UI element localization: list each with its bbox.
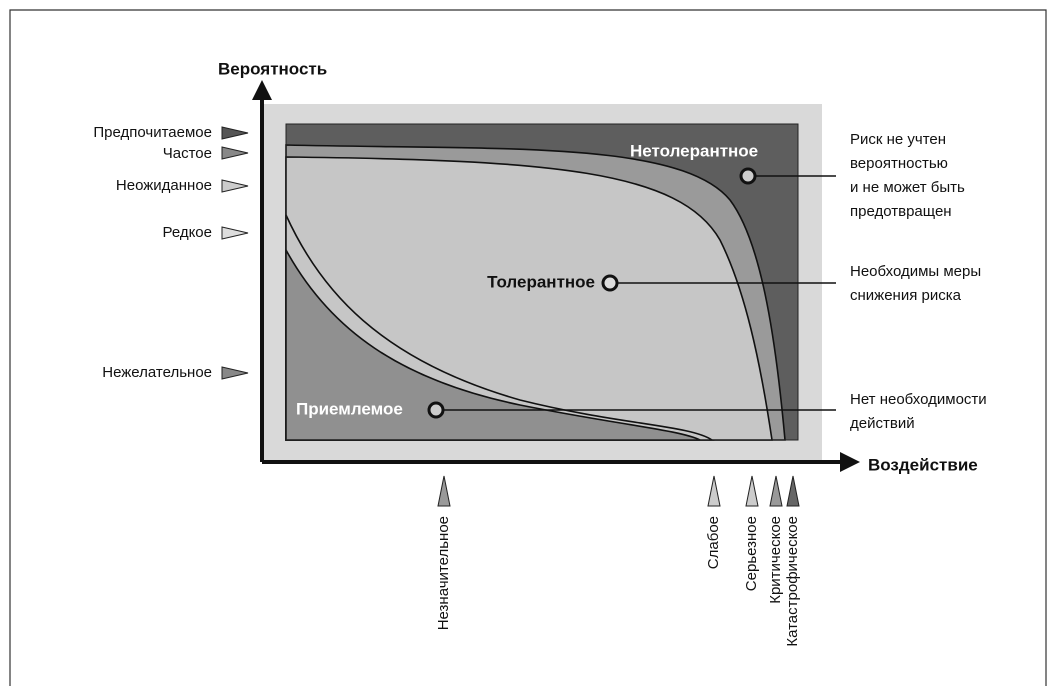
impact-label: Катастрофическое bbox=[784, 516, 801, 647]
impact-label: Серьезное bbox=[743, 516, 760, 591]
level-marker bbox=[745, 475, 759, 507]
note-line: вероятностью bbox=[850, 155, 948, 172]
impact-label: Незначительное bbox=[435, 516, 452, 630]
inner-border bbox=[285, 123, 799, 441]
impact-label: Слабое bbox=[705, 516, 722, 569]
x-title: Воздействие bbox=[868, 455, 978, 474]
likelihood-label: Нежелательное bbox=[102, 364, 212, 381]
level-marker bbox=[707, 475, 721, 507]
likelihood-label: Неожиданное bbox=[116, 177, 212, 194]
impact-label: Критическое bbox=[767, 516, 784, 604]
level-marker bbox=[221, 146, 249, 160]
level-marker bbox=[221, 126, 249, 140]
zone-boundary bbox=[285, 249, 701, 441]
level-marker bbox=[221, 179, 249, 193]
x-arrow bbox=[840, 452, 860, 472]
zone-marker bbox=[427, 401, 445, 419]
note-line: Нет необходимости bbox=[850, 391, 987, 408]
y-arrow bbox=[252, 80, 272, 100]
likelihood-label: Предпочитаемое bbox=[93, 124, 212, 141]
note-line: предотвращен bbox=[850, 203, 952, 220]
likelihood-label: Частое bbox=[163, 145, 212, 162]
note-line: Риск не учтен bbox=[850, 131, 946, 148]
level-marker bbox=[221, 366, 249, 380]
level-marker bbox=[221, 226, 249, 240]
note-line: и не может быть bbox=[850, 179, 965, 196]
note-line: снижения риска bbox=[850, 287, 962, 304]
zone-marker bbox=[739, 167, 757, 185]
note-line: действий bbox=[850, 415, 915, 432]
zone-label: Толерантное bbox=[487, 272, 595, 291]
zone-label: Приемлемое bbox=[296, 399, 403, 418]
y-title: Вероятность bbox=[218, 59, 327, 78]
zone-label: Нетолерантное bbox=[630, 141, 758, 160]
level-marker bbox=[786, 475, 800, 507]
level-marker bbox=[437, 475, 451, 507]
frame bbox=[9, 9, 1047, 686]
likelihood-label: Редкое bbox=[162, 224, 212, 241]
level-marker bbox=[769, 475, 783, 507]
zone-marker bbox=[601, 274, 619, 292]
note-line: Необходимы меры bbox=[850, 263, 981, 280]
